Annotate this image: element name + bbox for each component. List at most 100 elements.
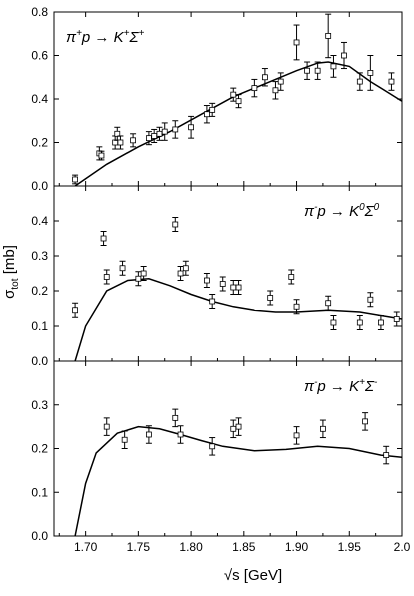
data-point [235, 417, 242, 436]
data-point [367, 292, 374, 308]
data-point [72, 174, 79, 185]
y-tick-label: 0.8 [31, 5, 48, 19]
data-marker [277, 78, 284, 85]
data-point [293, 299, 300, 315]
data-point [288, 269, 295, 285]
data-marker [235, 423, 242, 430]
data-marker [98, 152, 105, 159]
data-point [304, 61, 311, 80]
data-point [393, 311, 400, 327]
data-marker [367, 296, 374, 303]
data-point [177, 425, 184, 444]
data-marker [130, 137, 136, 144]
data-marker [314, 67, 321, 74]
data-point [388, 72, 395, 91]
y-axis-label: σtot [mb] [1, 245, 21, 299]
data-point [209, 102, 216, 117]
y-tick-label: 0.0 [31, 179, 48, 193]
y-axis-label-subscript: tot [10, 278, 21, 289]
data-marker [378, 319, 384, 326]
data-point [219, 276, 226, 292]
reaction-label: π-p → K+Σ- [304, 377, 378, 395]
reaction-label-part: π [304, 378, 315, 395]
data-marker [146, 431, 152, 438]
data-point [172, 408, 179, 428]
data-marker [151, 133, 158, 139]
data-marker [230, 91, 237, 98]
data-marker [230, 284, 237, 291]
data-point [356, 72, 363, 91]
data-point [117, 135, 124, 150]
panels: 0.00.20.40.60.8π+p → K+Σ+0.00.10.20.30.4… [31, 5, 410, 554]
data-point [130, 133, 137, 148]
data-marker [161, 128, 168, 135]
y-tick-label: 0.0 [31, 529, 48, 543]
data-point [182, 260, 189, 276]
x-tick-label: 1.75 [127, 540, 151, 554]
data-marker [172, 414, 179, 421]
panel-1: 0.00.20.40.60.8π+p → K+Σ+ [31, 5, 403, 193]
y-tick-label: 0.3 [31, 398, 48, 412]
model-curve [74, 425, 402, 536]
reaction-label-part: Σ [364, 203, 375, 220]
reaction-label-part: π [66, 29, 77, 46]
x-tick-label: 1.90 [285, 540, 309, 554]
reaction-label-part: p → K [316, 378, 360, 395]
data-point [319, 419, 326, 439]
data-point [293, 24, 300, 61]
data-point [145, 425, 152, 444]
data-marker [156, 130, 163, 137]
y-tick-label: 0.6 [31, 49, 48, 63]
data-marker [267, 295, 274, 301]
reaction-label: π-p → K0Σ0 [304, 202, 380, 220]
data-marker [209, 443, 216, 450]
data-marker [293, 39, 300, 46]
data-point [230, 87, 237, 102]
reaction-label-part: π [304, 203, 315, 220]
x-tick-label: 1.70 [74, 540, 98, 554]
data-point [377, 315, 384, 330]
data-point [140, 266, 147, 281]
data-point [267, 290, 274, 306]
data-point [172, 217, 179, 232]
data-point [188, 115, 195, 139]
data-marker [388, 78, 395, 85]
data-marker [230, 425, 237, 432]
data-marker [330, 319, 337, 326]
y-axis-label-symbol: σ [1, 289, 18, 299]
x-tick-label: 1.95 [338, 540, 362, 554]
data-point [235, 94, 242, 109]
reaction-label-part: Σ [128, 29, 139, 46]
data-marker [251, 85, 258, 92]
data-point [367, 55, 374, 91]
x-tick-label: 1.80 [179, 540, 203, 554]
y-tick-label: 0.4 [31, 214, 48, 228]
data-marker [72, 307, 78, 314]
data-marker [146, 135, 152, 142]
y-axis-label-unit: [mb] [1, 245, 18, 278]
y-tick-label: 0.0 [31, 354, 48, 368]
data-marker [235, 98, 242, 105]
data-point [314, 61, 321, 80]
data-marker [172, 221, 179, 228]
model-curve [74, 278, 402, 361]
data-marker [293, 303, 300, 310]
data-marker [325, 300, 332, 307]
data-marker [367, 70, 374, 76]
data-marker [182, 265, 189, 272]
data-marker [356, 319, 363, 326]
data-marker [140, 270, 147, 277]
data-marker [219, 281, 226, 287]
data-marker [393, 316, 400, 322]
x-tick-label: 2.0 [394, 540, 411, 554]
data-point [209, 437, 216, 456]
data-marker [341, 52, 347, 59]
data-marker [103, 274, 110, 280]
data-marker [356, 78, 363, 85]
data-point [161, 122, 168, 141]
data-point [119, 260, 126, 276]
y-tick-label: 0.1 [31, 319, 48, 333]
y-tick-label: 0.4 [31, 92, 48, 106]
data-point [272, 81, 279, 100]
